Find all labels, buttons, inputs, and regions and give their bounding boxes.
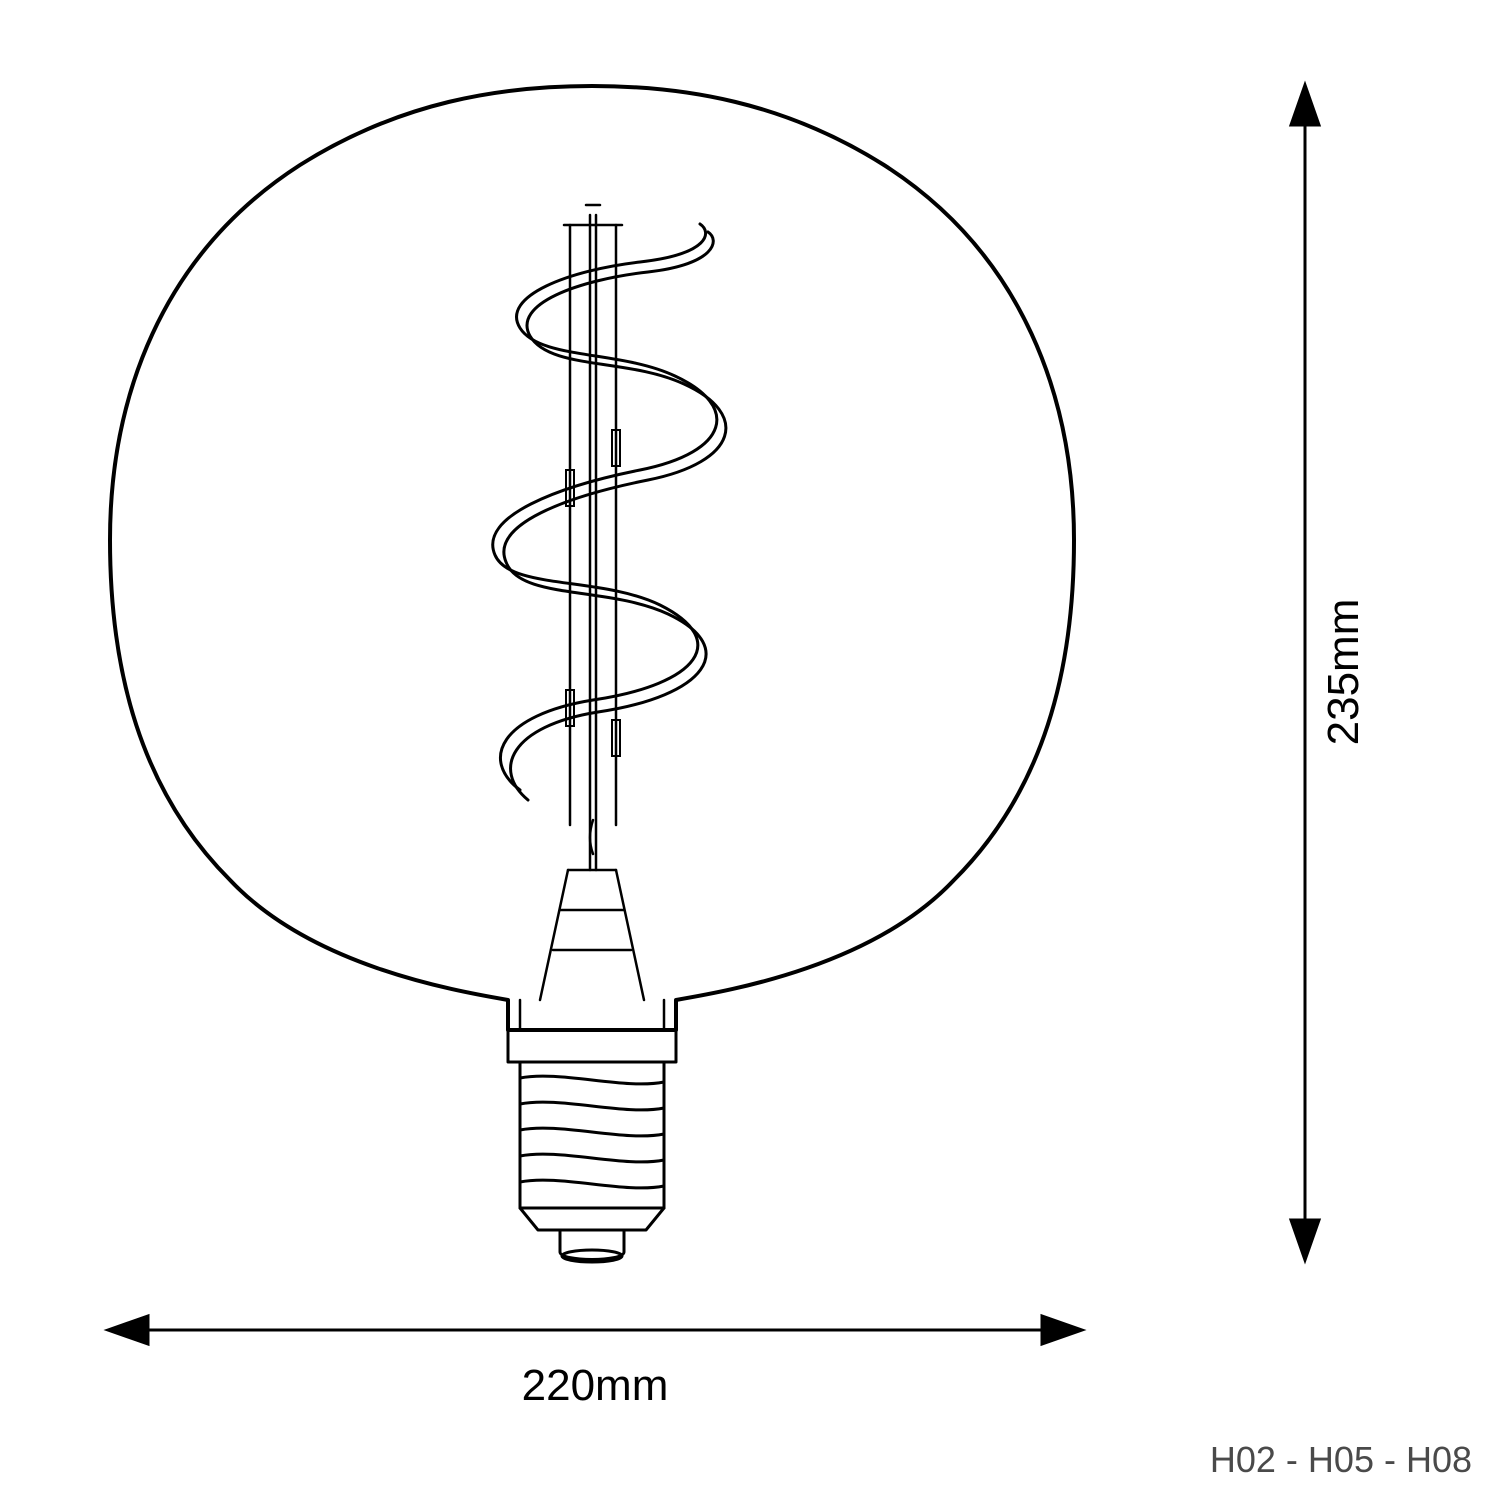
dimension-width-label: 220mm bbox=[522, 1361, 669, 1410]
spiral-filament bbox=[493, 224, 726, 800]
part-code-label: H02 - H05 - H08 bbox=[1210, 1439, 1472, 1480]
screw-socket bbox=[508, 1030, 676, 1262]
bulb-outline bbox=[110, 86, 1074, 1030]
bulb-technical-diagram: 220mm 235mm H02 - H05 - H08 bbox=[0, 0, 1500, 1500]
dimension-height-label: 235mm bbox=[1319, 599, 1368, 746]
dimension-width bbox=[108, 1316, 1082, 1344]
bulb-neck-detail bbox=[508, 870, 676, 1030]
filament-rods bbox=[564, 205, 622, 870]
dimension-height bbox=[1291, 85, 1319, 1260]
